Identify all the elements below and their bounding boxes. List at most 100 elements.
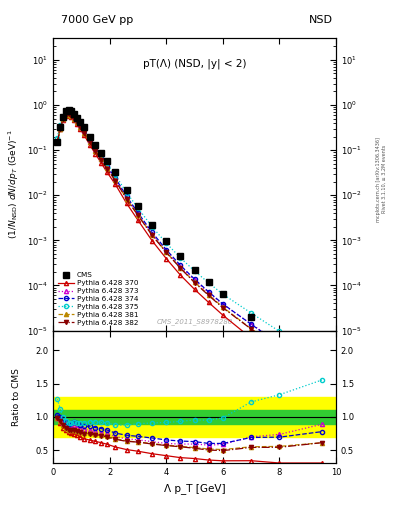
Pythia 6.428 373 (192, 277, 197, 283)
Pythia 6.428 381 (277, 346, 282, 352)
CMS (82, 124, 86, 131)
Pythia 6.428 381 (164, 249, 169, 255)
Pythia 6.428 374 (124, 194, 129, 200)
CMS (77, 118, 82, 124)
Pythia 6.428 381 (69, 113, 74, 119)
CMS (277, 334, 282, 340)
Line: Pythia 6.428 373: Pythia 6.428 373 (55, 111, 324, 369)
Pythia 6.428 370 (277, 357, 282, 364)
Pythia 6.428 381 (77, 124, 82, 130)
Pythia 6.428 373 (99, 156, 103, 162)
CMS (249, 314, 253, 320)
Pythia 6.428 374 (320, 366, 324, 372)
Pythia 6.428 382 (136, 212, 140, 218)
Pythia 6.428 381 (124, 196, 129, 202)
Pythia 6.428 370 (320, 385, 324, 391)
Pythia 6.428 375 (150, 224, 154, 230)
Pythia 6.428 370 (93, 151, 98, 157)
Y-axis label: $(1/N_\mathrm{NSD})\ dN/dp_T\ (\mathrm{GeV})^{-1}$: $(1/N_\mathrm{NSD})\ dN/dp_T\ (\mathrm{G… (6, 130, 20, 239)
Pythia 6.428 370 (113, 181, 118, 187)
Pythia 6.428 381 (72, 116, 77, 122)
Pythia 6.428 373 (55, 139, 60, 145)
Pythia 6.428 381 (66, 111, 71, 117)
Pythia 6.428 374 (63, 110, 68, 116)
Pythia 6.428 370 (150, 238, 154, 244)
Pythia 6.428 374 (136, 209, 140, 216)
Pythia 6.428 375 (93, 143, 98, 150)
Pythia 6.428 373 (249, 321, 253, 327)
Pythia 6.428 381 (93, 148, 98, 154)
CMS (61, 114, 65, 120)
Pythia 6.428 374 (77, 121, 82, 127)
Pythia 6.428 373 (75, 118, 79, 124)
Pythia 6.428 374 (66, 109, 71, 115)
Pythia 6.428 375 (124, 189, 129, 196)
Pythia 6.428 382 (124, 196, 129, 202)
Pythia 6.428 373 (72, 114, 77, 120)
Pythia 6.428 373 (63, 111, 68, 117)
Pythia 6.428 381 (75, 119, 79, 125)
Pythia 6.428 373 (88, 138, 92, 144)
Pythia 6.428 373 (105, 164, 109, 170)
Legend: CMS, Pythia 6.428 370, Pythia 6.428 373, Pythia 6.428 374, Pythia 6.428 375, Pyt: CMS, Pythia 6.428 370, Pythia 6.428 373,… (55, 269, 141, 328)
CMS (66, 107, 71, 113)
Pythia 6.428 375 (249, 310, 253, 316)
Pythia 6.428 375 (277, 328, 282, 334)
Pythia 6.428 375 (66, 109, 71, 115)
Pythia 6.428 370 (192, 286, 197, 292)
Line: CMS: CMS (55, 107, 325, 367)
CMS (55, 139, 60, 145)
Pythia 6.428 381 (61, 116, 65, 122)
Pythia 6.428 375 (69, 111, 74, 117)
Pythia 6.428 374 (72, 113, 77, 119)
Pythia 6.428 370 (82, 132, 86, 138)
Pythia 6.428 374 (88, 136, 92, 142)
Pythia 6.428 382 (69, 113, 74, 119)
Pythia 6.428 370 (124, 200, 129, 206)
CMS (58, 124, 62, 131)
Pythia 6.428 374 (220, 301, 225, 307)
Pythia 6.428 370 (178, 272, 183, 278)
Pythia 6.428 373 (61, 116, 65, 122)
Pythia 6.428 370 (66, 112, 71, 118)
Pythia 6.428 375 (99, 152, 103, 158)
Pythia 6.428 373 (69, 111, 74, 117)
X-axis label: Λ p_T [GeV]: Λ p_T [GeV] (164, 483, 225, 494)
Pythia 6.428 381 (178, 265, 183, 271)
CMS (164, 238, 169, 244)
Bar (53, 410, 336, 423)
Pythia 6.428 370 (136, 217, 140, 223)
CMS (178, 253, 183, 260)
Pythia 6.428 374 (150, 229, 154, 236)
Pythia 6.428 382 (77, 124, 82, 130)
Bar (53, 397, 336, 437)
Pythia 6.428 381 (99, 157, 103, 163)
Pythia 6.428 375 (58, 122, 62, 128)
CMS (150, 222, 154, 228)
Line: Pythia 6.428 382: Pythia 6.428 382 (55, 112, 324, 376)
CMS (206, 279, 211, 285)
Pythia 6.428 381 (150, 232, 154, 238)
Pythia 6.428 374 (206, 289, 211, 295)
Pythia 6.428 382 (58, 125, 62, 132)
Pythia 6.428 373 (320, 364, 324, 370)
Pythia 6.428 374 (99, 154, 103, 160)
Pythia 6.428 370 (63, 113, 68, 119)
Pythia 6.428 375 (105, 160, 109, 166)
Pythia 6.428 381 (192, 279, 197, 285)
Pythia 6.428 375 (178, 255, 183, 261)
Pythia 6.428 382 (93, 148, 98, 154)
Pythia 6.428 370 (206, 300, 211, 306)
Pythia 6.428 374 (113, 175, 118, 181)
CMS (72, 111, 77, 117)
Pythia 6.428 375 (61, 114, 65, 120)
Pythia 6.428 381 (88, 139, 92, 145)
Pythia 6.428 375 (75, 117, 79, 123)
Pythia 6.428 370 (77, 125, 82, 132)
Pythia 6.428 375 (72, 113, 77, 119)
Pythia 6.428 374 (75, 117, 79, 123)
Pythia 6.428 381 (113, 177, 118, 183)
Pythia 6.428 375 (320, 352, 324, 358)
Pythia 6.428 382 (99, 157, 103, 163)
Pythia 6.428 382 (72, 116, 77, 122)
